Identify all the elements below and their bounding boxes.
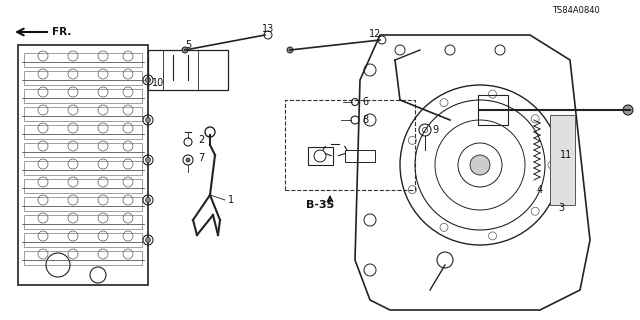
Circle shape xyxy=(186,158,190,162)
Text: B-35: B-35 xyxy=(306,200,334,210)
Circle shape xyxy=(145,237,150,243)
Circle shape xyxy=(145,77,150,83)
Bar xyxy=(24,251,142,265)
Bar xyxy=(18,45,148,285)
Circle shape xyxy=(470,155,490,175)
Text: TS84A0840: TS84A0840 xyxy=(552,6,600,15)
Bar xyxy=(148,50,228,90)
Text: 3: 3 xyxy=(558,203,564,213)
Bar xyxy=(308,147,333,165)
Text: 7: 7 xyxy=(198,153,204,163)
Circle shape xyxy=(287,47,293,53)
Bar xyxy=(550,115,575,205)
Bar xyxy=(24,161,142,175)
Text: 11: 11 xyxy=(560,150,572,160)
Text: 10: 10 xyxy=(152,78,164,88)
Text: 6: 6 xyxy=(362,97,368,107)
Text: 12: 12 xyxy=(369,29,381,39)
Bar xyxy=(24,215,142,229)
Bar xyxy=(345,150,375,162)
Text: FR.: FR. xyxy=(52,27,72,37)
Circle shape xyxy=(145,157,150,163)
Circle shape xyxy=(182,47,188,53)
Bar xyxy=(24,71,142,85)
Text: 5: 5 xyxy=(185,40,191,50)
Bar xyxy=(24,179,142,193)
Bar xyxy=(24,89,142,103)
Bar xyxy=(24,107,142,121)
Text: 1: 1 xyxy=(228,195,234,205)
Bar xyxy=(24,197,142,211)
Text: 2: 2 xyxy=(198,135,204,145)
Bar xyxy=(285,100,415,190)
Text: 8: 8 xyxy=(362,115,368,125)
Circle shape xyxy=(623,105,633,115)
Bar xyxy=(24,53,142,67)
Circle shape xyxy=(145,197,150,203)
Bar xyxy=(24,125,142,139)
Text: 4: 4 xyxy=(537,185,543,195)
Circle shape xyxy=(145,117,150,123)
Text: 9: 9 xyxy=(432,125,438,135)
Bar xyxy=(24,233,142,247)
Text: 13: 13 xyxy=(262,24,274,34)
Bar xyxy=(478,95,508,125)
Bar xyxy=(24,143,142,157)
